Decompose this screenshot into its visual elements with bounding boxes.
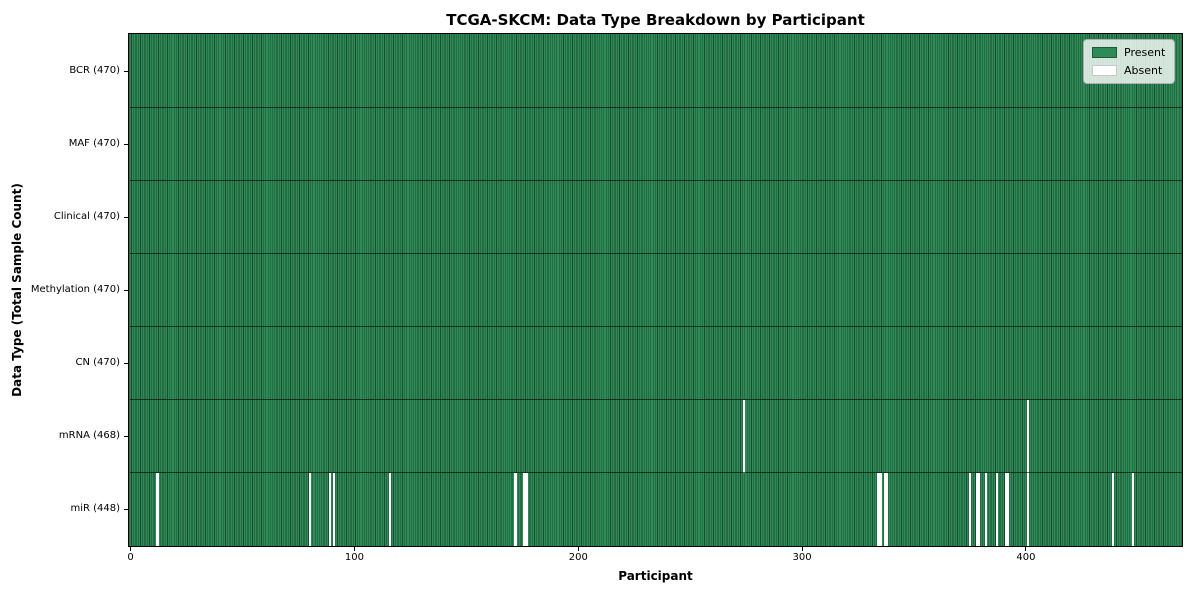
y-tick-mark [124,70,128,72]
absent-cell [975,472,978,546]
absent-cell [328,472,331,546]
absent-cell [1004,472,1007,546]
y-tick-label-Methylation: Methylation (470) [30,284,120,295]
x-tick-mark [801,547,803,551]
x-tick-mark [577,547,579,551]
y-tick-mark [124,362,128,364]
chart-title: TCGA-SKCM: Data Type Breakdown by Partic… [446,11,865,29]
legend-label-absent: Absent [1124,64,1163,77]
absent-cell [968,472,972,546]
legend-label-present: Present [1124,46,1166,59]
plot-area [128,33,1183,547]
absent-cell [877,472,880,546]
x-tick-mark [1025,547,1027,551]
absent-cell [389,472,392,546]
y-tick-mark [124,216,128,218]
y-tick-mark [124,143,128,145]
absent-cell [879,472,882,546]
row-separator [129,326,1182,327]
absent-cell [1112,472,1115,546]
row-separator [129,180,1182,181]
x-tick-label: 200 [568,552,588,563]
y-tick-label-Clinical: Clinical (470) [53,211,120,222]
legend-swatch-present-icon [1092,47,1117,58]
x-tick-label: 0 [127,552,134,563]
legend-swatch-absent-icon [1092,65,1117,76]
absent-cell [523,472,526,546]
y-tick-label-CN: CN (470) [75,357,120,368]
absent-cell [742,399,746,473]
y-tick-mark [124,435,128,437]
absent-cell [1027,399,1030,473]
y-tick-mark [124,289,128,291]
y-tick-mark [124,508,128,510]
x-tick-mark [130,547,132,551]
absent-cell [886,472,889,546]
legend: Present Absent [1083,39,1175,84]
legend-item-present: Present [1092,46,1166,59]
x-tick-label: 400 [1016,552,1036,563]
row-separator [129,399,1182,400]
absent-cell [514,472,517,546]
y-tick-label-BCR: BCR (470) [69,65,120,76]
y-tick-label-MAF: MAF (470) [68,138,120,149]
absent-cell [308,472,311,546]
absent-cell [984,472,987,546]
absent-cell [1006,472,1010,546]
absent-cell [995,472,998,546]
absent-cell [525,472,528,546]
x-axis-label: Participant [618,569,693,583]
legend-item-absent: Absent [1092,64,1166,77]
x-tick-label: 300 [792,552,812,563]
x-tick-label: 100 [344,552,364,563]
row-separator [129,253,1182,254]
absent-cell [333,472,336,546]
row-separator [129,107,1182,108]
y-tick-label-mRNA: mRNA (468) [58,430,120,441]
x-tick-mark [353,547,355,551]
absent-cell [977,472,981,546]
absent-cell [156,472,159,546]
y-tick-label-miR: miR (448) [70,503,120,514]
absent-cell [1132,472,1135,546]
absent-cell [1027,472,1030,546]
row-separator [129,472,1182,473]
absent-cell [883,472,887,546]
